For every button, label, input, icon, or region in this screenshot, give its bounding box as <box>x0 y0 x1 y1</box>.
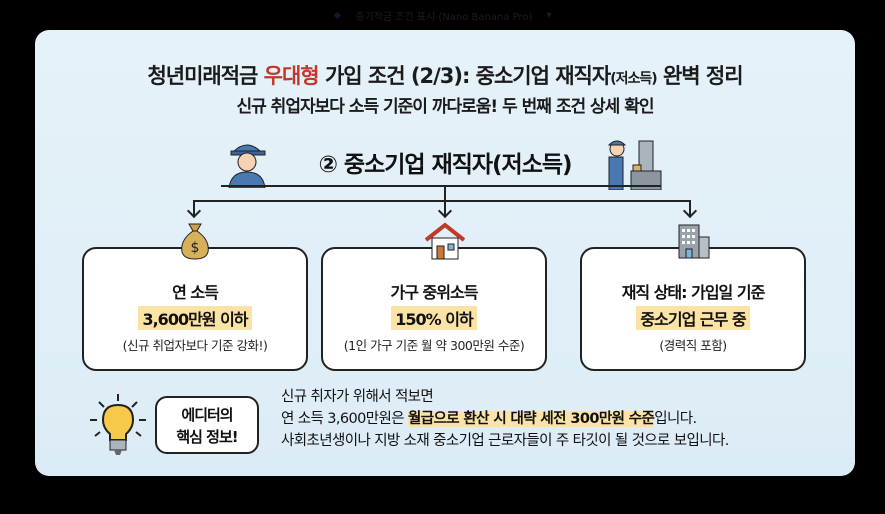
card-note: (신규 취업자보다 기준 강화!) <box>122 338 268 353</box>
card-title: 가구 중위소득 <box>390 283 479 302</box>
subtitle: 신규 취업자보다 소득 기준이 까다로움! 두 번째 조건 상세 확인 <box>236 97 654 117</box>
office-building-icon <box>678 224 710 259</box>
card-value: 중소기업 근무 중 <box>636 306 750 330</box>
money-bag-icon: $ <box>181 223 209 260</box>
window-title[interactable]: 중기적금 조건 표시 (Nano Banana Pro) <box>355 11 533 23</box>
arrow-down-icon <box>682 203 698 219</box>
title-text: 완벽 정리 <box>656 64 744 88</box>
machine-worker-icon <box>607 140 662 190</box>
house-icon <box>424 222 466 260</box>
bubble-line: 에디터의 <box>181 406 233 424</box>
sparkle-icon: ◆ <box>333 9 342 21</box>
tip-text: 신규 취자가 위해서 적보면 연 소득 3,600만원은 월급으로 환산 시 대… <box>281 386 729 452</box>
svg-text:$: $ <box>191 240 200 256</box>
tip-line: 신규 취자가 위해서 적보면 <box>281 389 434 405</box>
connector <box>444 200 446 216</box>
card-note: (1인 가구 기준 월 약 300만원 수준) <box>343 338 525 353</box>
tip-text-part: 입니다. <box>654 411 697 427</box>
condition-card-household: 가구 중위소득 150% 이하 (1인 가구 기준 월 약 300만원 수준) <box>321 247 547 371</box>
title-small: (저소득) <box>610 71 657 87</box>
arrow-down-icon <box>437 203 453 219</box>
editor-note-bubble: 에디터의 핵심 정보! <box>155 396 259 454</box>
tip-text-part: 연 소득 3,600만원은 <box>281 411 408 427</box>
tip-line: 연 소득 3,600만원은 월급으로 환산 시 대략 세전 300만원 수준입니… <box>281 408 729 430</box>
card-title: 재직 상태: 가입일 기준 <box>621 283 766 302</box>
lightbulb-icon <box>90 394 146 455</box>
card-note: (경력직 포함) <box>659 338 727 353</box>
condition-card-employment: 재직 상태: 가입일 기준 중소기업 근무 중 (경력직 포함) <box>580 247 806 371</box>
card-value: 150% 이하 <box>391 306 477 330</box>
arrow-down-icon <box>186 203 202 219</box>
connector <box>193 200 195 216</box>
tip-line: 사회초년생이나 지방 소재 중소기업 근로자들이 주 타깃이 될 것으로 보입니… <box>281 433 729 449</box>
card-value: 3,600만원 이하 <box>138 306 252 330</box>
infographic: 청년미래적금 우대형 가입 조건 (2/3): 중소기업 재직자(저소득) 완벽… <box>35 30 855 476</box>
condition-card-income: 연 소득 3,600만원 이하 (신규 취업자보다 기준 강화!) <box>82 247 308 371</box>
connector <box>444 185 446 201</box>
top-bar: ◆ 중기적금 조건 표시 (Nano Banana Pro) ▾ <box>0 0 885 30</box>
bubble-line: 핵심 정보! <box>176 428 238 446</box>
section-heading: ② 중소기업 재직자(저소득) <box>318 152 572 178</box>
title-highlight: 우대형 <box>263 64 320 88</box>
connector <box>193 200 691 202</box>
title-text: 청년미래적금 <box>147 64 264 88</box>
connector <box>689 200 691 216</box>
card-title: 연 소득 <box>172 283 219 302</box>
worker-icon <box>228 144 266 188</box>
page-title: 청년미래적금 우대형 가입 조건 (2/3): 중소기업 재직자(저소득) 완벽… <box>35 60 855 90</box>
heading-underline <box>221 185 661 187</box>
tip-highlight: 월급으로 환산 시 대략 세전 300만원 수준 <box>407 411 655 427</box>
chevron-down-icon[interactable]: ▾ <box>546 9 552 21</box>
title-text: 가입 조건 (2/3): 중소기업 재직자 <box>318 64 611 88</box>
